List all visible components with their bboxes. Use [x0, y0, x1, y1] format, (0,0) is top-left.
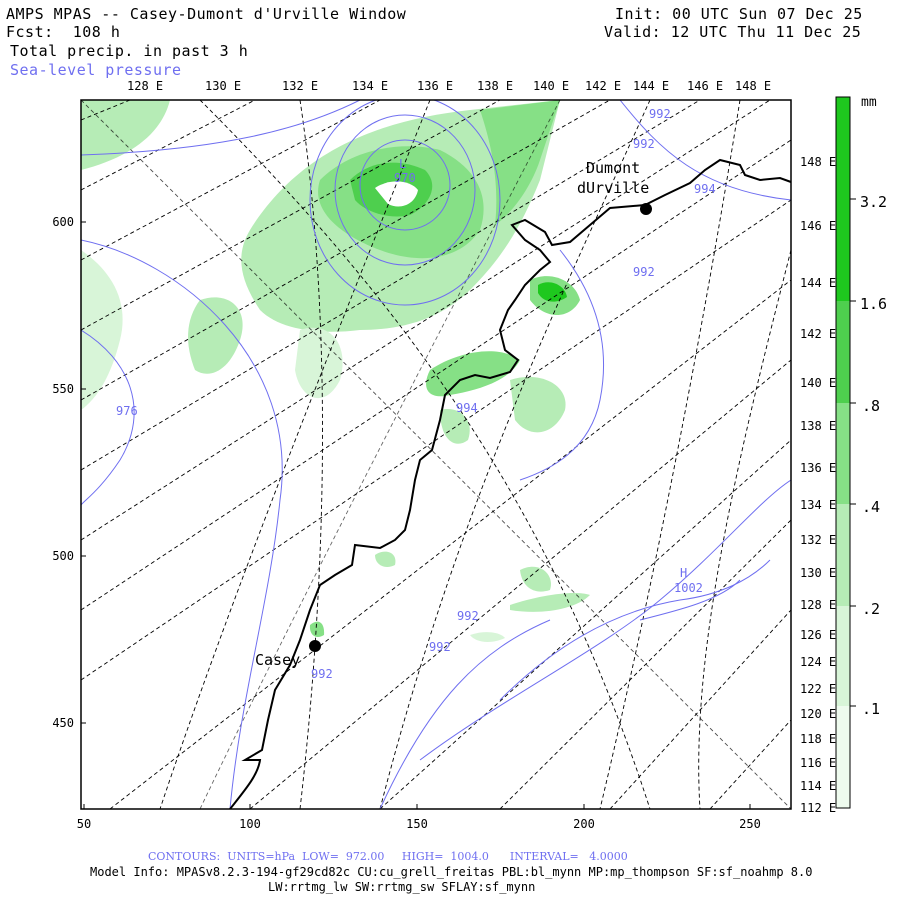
pressure-label: 992	[649, 107, 671, 121]
pressure-labels: L 970 976 992 992 992 992 992 992 994 99…	[116, 107, 716, 681]
map-title: AMPS MPAS -- Casey-Dumont d'Urville Wind…	[6, 5, 407, 23]
right-axis-label: 128 E	[800, 598, 836, 612]
right-axis-label: 112 E	[800, 801, 836, 815]
top-axis: 128 E 130 E 132 E 134 E 136 E 138 E 140 …	[127, 79, 771, 93]
colorbar-label: 3.2	[860, 193, 887, 211]
pressure-label: 994	[694, 182, 716, 196]
right-axis-label: 114 E	[800, 779, 836, 793]
field-name: Total precip. in past 3 h	[10, 42, 249, 60]
colorbar-label: .2	[862, 600, 880, 618]
dumont-durville-marker	[640, 203, 652, 215]
casey-marker	[309, 640, 321, 652]
model-info: Model Info: MPASv8.2.3-194-gf29cd82c CU:…	[90, 865, 813, 879]
left-axis-label: 500	[52, 549, 74, 563]
left-axis-label: 550	[52, 382, 74, 396]
colorbar-unit: mm	[861, 95, 877, 110]
pressure-label: 976	[116, 404, 138, 418]
top-axis-label: 140 E	[533, 79, 569, 93]
place-label: dUrville	[577, 179, 649, 197]
right-axis-label: 126 E	[800, 628, 836, 642]
colorbar-swatch	[836, 606, 850, 706]
right-axis-label: 116 E	[800, 756, 836, 770]
bottom-axis: 50 100 150 200 250	[77, 804, 761, 831]
contour-info: CONTOURS: UNITS=hPa LOW= 972.00 HIGH= 10…	[148, 850, 628, 863]
bottom-axis-label: 150	[406, 817, 428, 831]
bottom-axis-label: 100	[239, 817, 261, 831]
pressure-label: 994	[456, 401, 478, 415]
colorbar-swatch	[836, 403, 850, 504]
pressure-label: 970	[394, 171, 416, 185]
right-axis-label: 132 E	[800, 533, 836, 547]
colorbar-swatch	[836, 301, 850, 403]
right-axis-label: 134 E	[800, 498, 836, 512]
top-axis-label: 148 E	[735, 79, 771, 93]
pressure-contours	[81, 100, 791, 809]
pressure-label: 992	[633, 137, 655, 151]
low-marker: L	[399, 157, 406, 171]
right-axis-label: 146 E	[800, 219, 836, 233]
colorbar-swatch	[836, 706, 850, 808]
top-axis-label: 136 E	[417, 79, 453, 93]
left-axis: 600 550 500 450	[52, 215, 86, 730]
colorbar-label: .1	[862, 700, 880, 718]
valid-time: Valid: 12 UTC Thu 11 Dec 25	[604, 23, 862, 41]
place-label: Dumont	[586, 159, 640, 177]
overlay-name: Sea-level pressure	[10, 61, 182, 79]
bottom-axis-label: 250	[739, 817, 761, 831]
top-axis-label: 134 E	[352, 79, 388, 93]
colorbar-swatch	[836, 504, 850, 606]
right-axis: 148 E 146 E 144 E 142 E 140 E 138 E 136 …	[800, 155, 836, 815]
forecast-hour: Fcst: 108 h	[6, 23, 121, 41]
model-info-line2: LW:rrtmg_lw SW:rrtmg_sw SFLAY:sf_mynn	[268, 880, 536, 894]
right-axis-label: 142 E	[800, 327, 836, 341]
map-frame	[80, 99, 792, 810]
colorbar: mm .1 .2 .4 .8 1.6 3.2	[835, 95, 887, 809]
precip-shading	[81, 100, 590, 642]
right-axis-label: 148 E	[800, 155, 836, 169]
right-axis-label: 130 E	[800, 566, 836, 580]
top-axis-label: 138 E	[477, 79, 513, 93]
right-axis-label: 140 E	[800, 376, 836, 390]
init-time: Init: 00 UTC Sun 07 Dec 25	[615, 5, 863, 23]
left-axis-label: 600	[52, 215, 74, 229]
top-axis-label: 146 E	[687, 79, 723, 93]
right-axis-label: 122 E	[800, 682, 836, 696]
coastline	[229, 158, 791, 809]
top-axis-label: 128 E	[127, 79, 163, 93]
pressure-label: 992	[457, 609, 479, 623]
colorbar-label: .4	[862, 498, 880, 516]
bottom-axis-label: 200	[573, 817, 595, 831]
place-label: Casey	[255, 651, 300, 669]
graticule	[81, 100, 791, 809]
pressure-label: 992	[429, 640, 451, 654]
colorbar-label: .8	[862, 397, 880, 415]
right-axis-label: 138 E	[800, 419, 836, 433]
right-axis-label: 144 E	[800, 276, 836, 290]
top-axis-label: 142 E	[585, 79, 621, 93]
left-axis-label: 450	[52, 716, 74, 730]
colorbar-label: 1.6	[860, 295, 887, 313]
top-axis-label: 144 E	[633, 79, 669, 93]
top-axis-label: 130 E	[205, 79, 241, 93]
pressure-label: 992	[311, 667, 333, 681]
right-axis-label: 136 E	[800, 461, 836, 475]
right-axis-label: 118 E	[800, 732, 836, 746]
high-marker: H	[680, 566, 687, 580]
right-axis-label: 124 E	[800, 655, 836, 669]
colorbar-swatch	[836, 97, 850, 301]
bottom-axis-label: 50	[77, 817, 91, 831]
top-axis-label: 132 E	[282, 79, 318, 93]
pressure-label: 992	[633, 265, 655, 279]
pressure-label: 1002	[674, 581, 703, 595]
right-axis-label: 120 E	[800, 707, 836, 721]
